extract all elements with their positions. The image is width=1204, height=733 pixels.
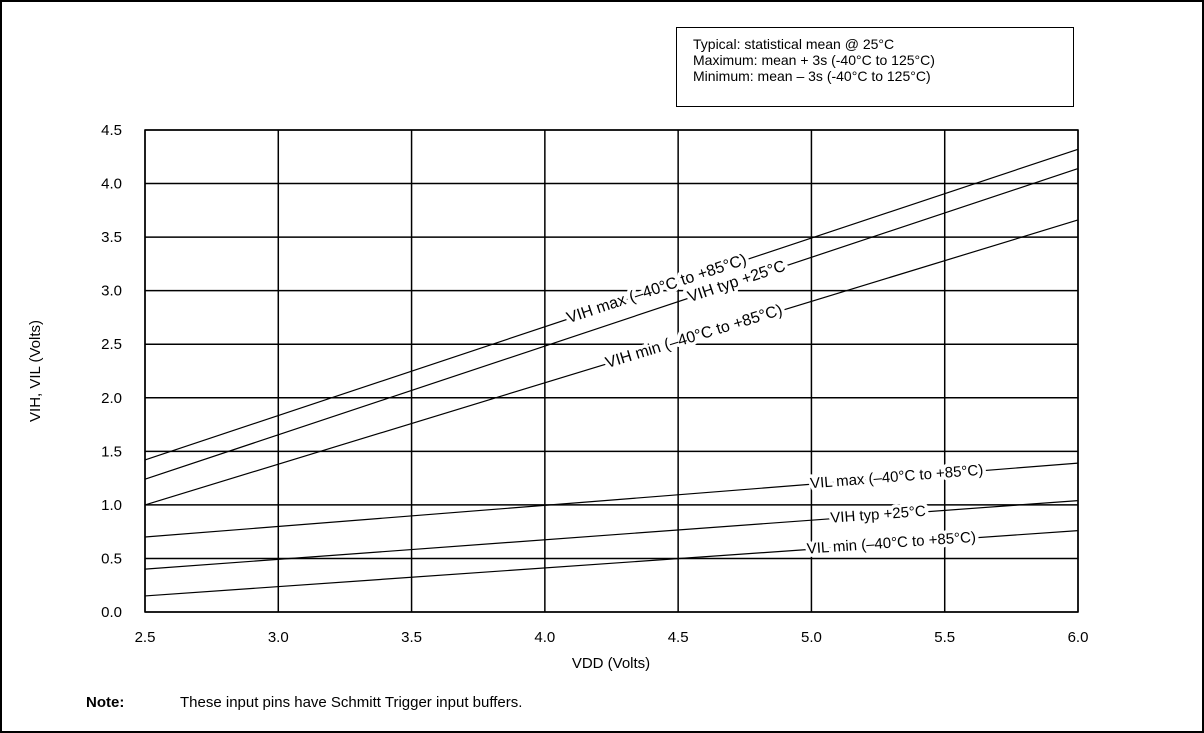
y-tick-label: 1.5 <box>101 443 122 460</box>
y-tick-labels: 0.0 0.5 1.0 1.5 2.0 2.5 3.0 3.5 4.0 4.5 <box>101 122 122 621</box>
legend-box: Typical: statistical mean @ 25°C Maximum… <box>676 27 1074 107</box>
legend-line-typical: Typical: statistical mean @ 25°C <box>693 36 1073 52</box>
y-tick-label: 0.5 <box>101 550 122 567</box>
note-text: These input pins have Schmitt Trigger in… <box>180 694 522 711</box>
legend-line-maximum: Maximum: mean + 3s (-40°C to 125°C) <box>693 52 1073 68</box>
y-tick-label: 3.5 <box>101 229 122 246</box>
x-tick-label: 6.0 <box>1068 629 1089 646</box>
x-tick-label: 5.0 <box>801 629 822 646</box>
x-tick-label: 3.0 <box>268 629 289 646</box>
note: Note: These input pins have Schmitt Trigg… <box>86 694 522 711</box>
y-tick-label: 2.5 <box>101 336 122 353</box>
y-tick-label: 0.0 <box>101 604 122 621</box>
legend-line-minimum: Minimum: mean – 3s (-40°C to 125°C) <box>693 68 1073 84</box>
y-axis-label: VIH, VIL (Volts) <box>27 320 44 422</box>
y-tick-label: 3.0 <box>101 283 122 300</box>
series-lines <box>145 149 1078 596</box>
x-tick-labels: 2.5 3.0 3.5 4.0 4.5 5.0 5.5 6.0 <box>135 629 1089 646</box>
x-axis-label: VDD (Volts) <box>572 655 650 672</box>
series-label-vih-min: VIH min (–40°C to +85°C) <box>604 302 785 372</box>
x-tick-label: 5.5 <box>934 629 955 646</box>
y-tick-label: 1.0 <box>101 497 122 514</box>
x-tick-label: 2.5 <box>135 629 156 646</box>
series-label-vil-typ: VIH typ +25°C <box>830 503 927 527</box>
series-labels: VIH max (–40°C to +85°C)VIH typ +25°CVIH… <box>565 251 984 557</box>
x-tick-label: 4.0 <box>534 629 555 646</box>
x-tick-label: 4.5 <box>668 629 689 646</box>
y-tick-label: 2.0 <box>101 390 122 407</box>
x-tick-label: 3.5 <box>401 629 422 646</box>
series-label-vil-max: VIL max (–40°C to +85°C) <box>809 462 983 493</box>
y-tick-label: 4.0 <box>101 176 122 193</box>
y-tick-label: 4.5 <box>101 122 122 139</box>
series-label-vil-min: VIL min (–40°C to +85°C) <box>806 529 976 558</box>
note-label: Note: <box>86 694 180 711</box>
series-line-vih-typ <box>145 169 1078 480</box>
